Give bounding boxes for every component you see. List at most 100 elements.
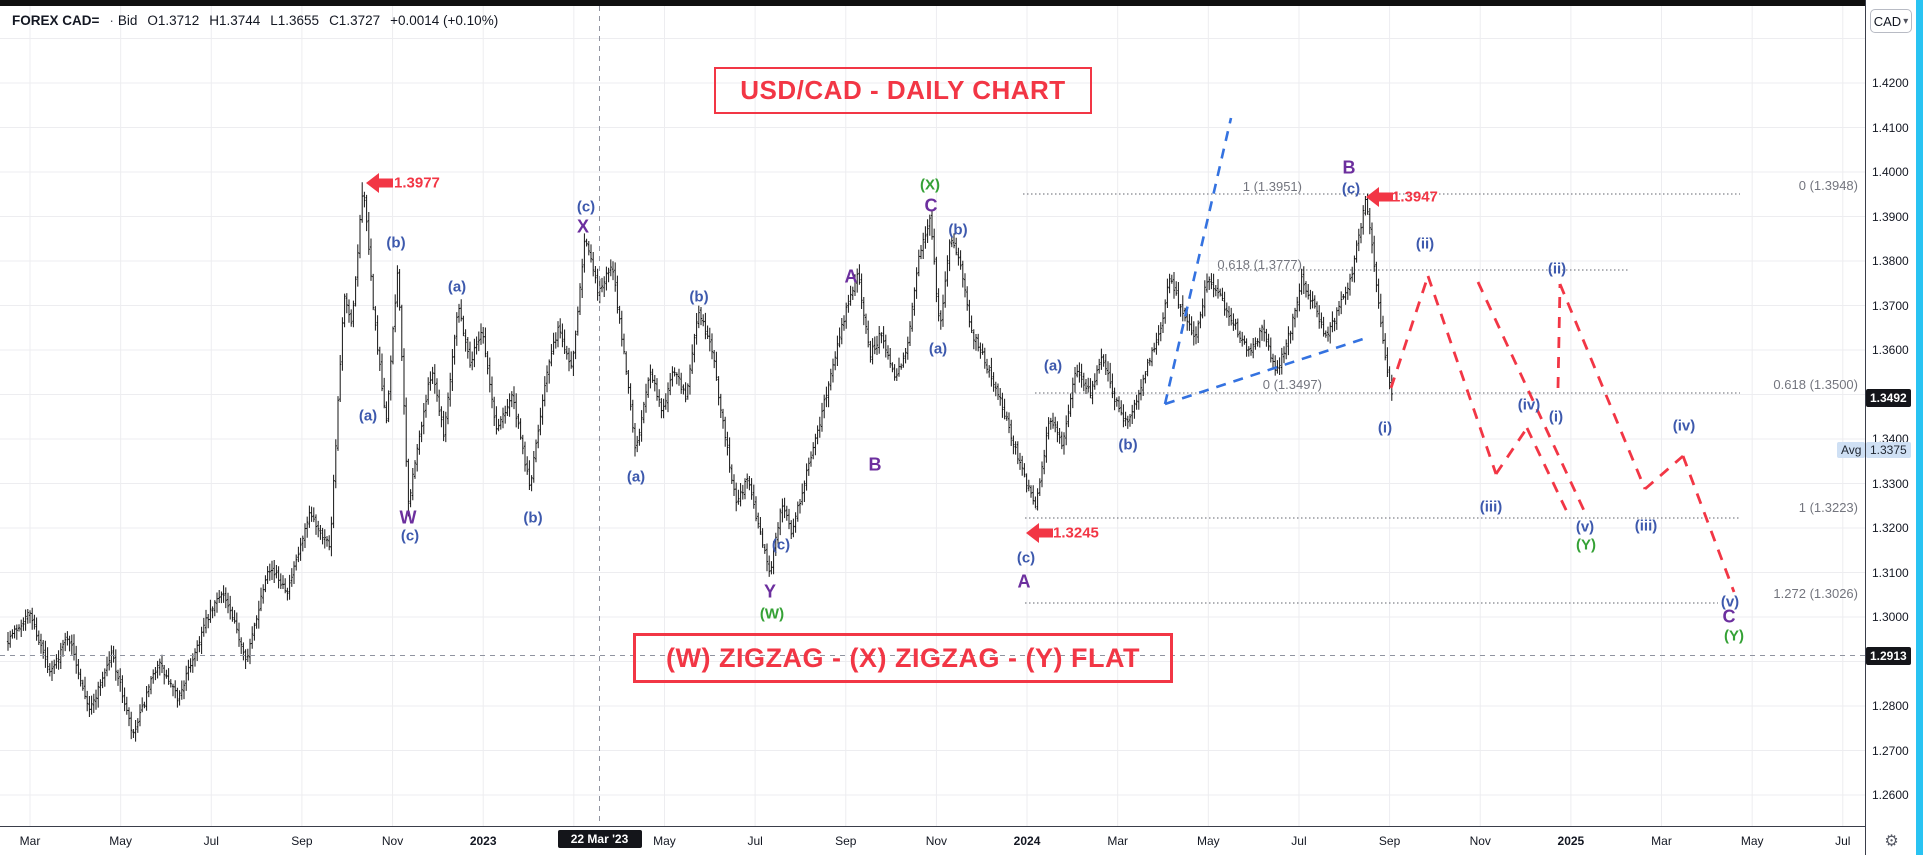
wave-label-i[interactable]: (i) xyxy=(1377,419,1393,437)
projection-dashed[interactable] xyxy=(1476,281,1589,518)
price-arrow-left-icon[interactable] xyxy=(366,173,393,193)
trendline-dashed[interactable] xyxy=(1163,117,1233,405)
arrow-left-icon xyxy=(366,173,393,193)
projection-dashed[interactable] xyxy=(1389,275,1430,389)
wave-label-c[interactable]: (c) xyxy=(1016,549,1036,567)
wave-label-c[interactable]: (c) xyxy=(771,536,791,554)
wave-label-iv[interactable]: (iv) xyxy=(1517,396,1541,414)
symbol-header[interactable]: FOREX CAD= · Bid O1.3712 H1.3744 L1.3655 C1.37… xyxy=(12,13,508,28)
fib-level-label[interactable]: 0.618 (1.3777) xyxy=(1217,257,1302,272)
price-tick: 1.2600 xyxy=(1872,788,1909,802)
quote-value: L1.3655 xyxy=(270,13,320,28)
projection-dashed[interactable] xyxy=(1556,283,1562,389)
currency-selector-button[interactable]: CAD ▾ xyxy=(1870,9,1912,33)
quote-value: O1.3712 xyxy=(147,13,200,28)
price-tick: 1.3300 xyxy=(1872,476,1909,491)
projection-dashed[interactable] xyxy=(1494,427,1529,475)
price-arrow-left-icon[interactable] xyxy=(1026,523,1053,543)
wave-label-b[interactable]: (b) xyxy=(386,234,406,252)
price-tick: 1.3700 xyxy=(1872,298,1909,313)
time-tick: Mar xyxy=(1107,834,1129,848)
fib-level-label[interactable]: 1 (1.3223) xyxy=(1798,500,1858,515)
axis-settings-cell[interactable]: ⚙ xyxy=(1865,827,1917,855)
wave-label-a[interactable]: (a) xyxy=(928,340,948,358)
price-tick: 1.3100 xyxy=(1872,565,1909,580)
arrow-left-icon xyxy=(1026,523,1053,543)
wave-label-ii[interactable]: (ii) xyxy=(1547,260,1567,278)
wave-label-c[interactable]: (c) xyxy=(400,527,420,545)
marked-price-label[interactable]: 1.3245 xyxy=(1053,524,1099,542)
wave-label-A[interactable]: A xyxy=(1017,571,1031,592)
crosshair-price-badge: 1.2913 xyxy=(1866,646,1911,665)
time-tick: 2024 xyxy=(1013,834,1041,848)
chart-title-box[interactable]: USD/CAD - DAILY CHART xyxy=(714,67,1092,114)
wave-label-b[interactable]: (b) xyxy=(1118,436,1138,454)
gear-icon[interactable]: ⚙ xyxy=(1884,833,1899,850)
wave-label-C[interactable]: C xyxy=(1722,606,1736,627)
wave-label-a[interactable]: (a) xyxy=(447,278,467,296)
avg-price-badge: 1.3375 xyxy=(1866,442,1911,459)
time-tick: 2025 xyxy=(1557,834,1585,848)
fib-level-label[interactable]: 1.272 (1.3026) xyxy=(1773,586,1858,601)
wave-label-a[interactable]: (a) xyxy=(358,407,378,425)
time-tick: Sep xyxy=(1378,834,1401,848)
time-tick: Mar xyxy=(19,834,41,848)
wave-label-Y[interactable]: Y xyxy=(763,581,777,602)
wave-label-iv[interactable]: (iv) xyxy=(1672,417,1696,435)
ohlc-bars xyxy=(6,182,1393,742)
wave-label-W[interactable]: W xyxy=(399,507,417,528)
pattern-annotation-box[interactable]: (W) ZIGZAG - (X) ZIGZAG - (Y) FLAT xyxy=(633,633,1173,683)
wave-label-a[interactable]: (a) xyxy=(1043,357,1063,375)
symbol-name[interactable]: FOREX CAD= xyxy=(12,13,100,28)
wave-label-v[interactable]: (v) xyxy=(1720,593,1740,611)
time-tick: May xyxy=(1196,834,1220,848)
wave-label-Y[interactable]: (Y) xyxy=(1724,627,1744,645)
window-top-edge xyxy=(0,0,1923,6)
wave-label-iii[interactable]: (iii) xyxy=(1479,498,1503,516)
price-axis[interactable]: CAD ▾ 1.4200 1.4100 1.4000 1.3900 1.3800 1.37… xyxy=(1865,0,1916,855)
wave-label-b[interactable]: (b) xyxy=(523,509,543,527)
projection-dashed[interactable] xyxy=(1644,454,1684,491)
quote-value: C1.3727 xyxy=(329,13,381,28)
wave-label-A[interactable]: A xyxy=(844,266,858,287)
marked-price-label[interactable]: 1.3977 xyxy=(394,174,440,192)
marked-price-label[interactable]: 1.3947 xyxy=(1392,188,1438,206)
header-separator: · xyxy=(109,13,114,28)
projection-dashed[interactable] xyxy=(1558,283,1647,490)
wave-label-a[interactable]: (a) xyxy=(626,468,646,486)
wave-label-b[interactable]: (b) xyxy=(689,288,709,306)
wave-label-iii[interactable]: (iii) xyxy=(1634,517,1658,535)
time-tick: Nov xyxy=(381,834,404,848)
wave-label-i[interactable]: (i) xyxy=(1548,408,1564,426)
time-axis[interactable]: Mar May Jul Sep Nov 2023 May Jul Sep Nov 2024 Mar Ma… xyxy=(0,826,1865,855)
price-tick: 1.3000 xyxy=(1872,610,1909,624)
wave-label-W[interactable]: (W) xyxy=(759,605,785,623)
time-tick: May xyxy=(109,834,132,848)
wave-label-ii[interactable]: (ii) xyxy=(1415,235,1435,253)
fib-level-label[interactable]: 1 (1.3951) xyxy=(1242,179,1302,194)
wave-label-b[interactable]: (b) xyxy=(948,221,968,239)
projection-dashed[interactable] xyxy=(1426,275,1498,475)
arrow-left-icon xyxy=(1366,187,1393,207)
wave-label-c[interactable]: (c) xyxy=(1341,180,1361,198)
wave-label-v[interactable]: (v) xyxy=(1575,518,1595,536)
projection-dashed[interactable] xyxy=(1681,455,1736,593)
fib-level-label[interactable]: 0 (1.3948) xyxy=(1798,178,1858,193)
wave-label-C[interactable]: C xyxy=(924,195,938,216)
wave-label-c[interactable]: (c) xyxy=(576,198,596,216)
quote-type: Bid xyxy=(117,13,138,28)
wave-label-B[interactable]: B xyxy=(1342,157,1356,178)
wave-label-X[interactable]: X xyxy=(576,216,590,237)
projection-dashed[interactable] xyxy=(1525,427,1570,515)
chevron-down-icon: ▾ xyxy=(1903,15,1909,27)
price-arrow-left-icon[interactable] xyxy=(1366,187,1393,207)
change-value: +0.0014 (+0.10%) xyxy=(390,13,499,28)
fib-level-label[interactable]: 0 (1.3497) xyxy=(1262,377,1322,392)
wave-label-B[interactable]: B xyxy=(868,454,882,475)
wave-label-Y[interactable]: (Y) xyxy=(1576,536,1596,554)
fib-level-label[interactable]: 0.618 (1.3500) xyxy=(1773,377,1858,392)
price-tick: 1.4200 xyxy=(1872,76,1909,90)
wave-label-X[interactable]: (X) xyxy=(920,176,940,194)
time-tick: Jul xyxy=(1291,834,1307,848)
